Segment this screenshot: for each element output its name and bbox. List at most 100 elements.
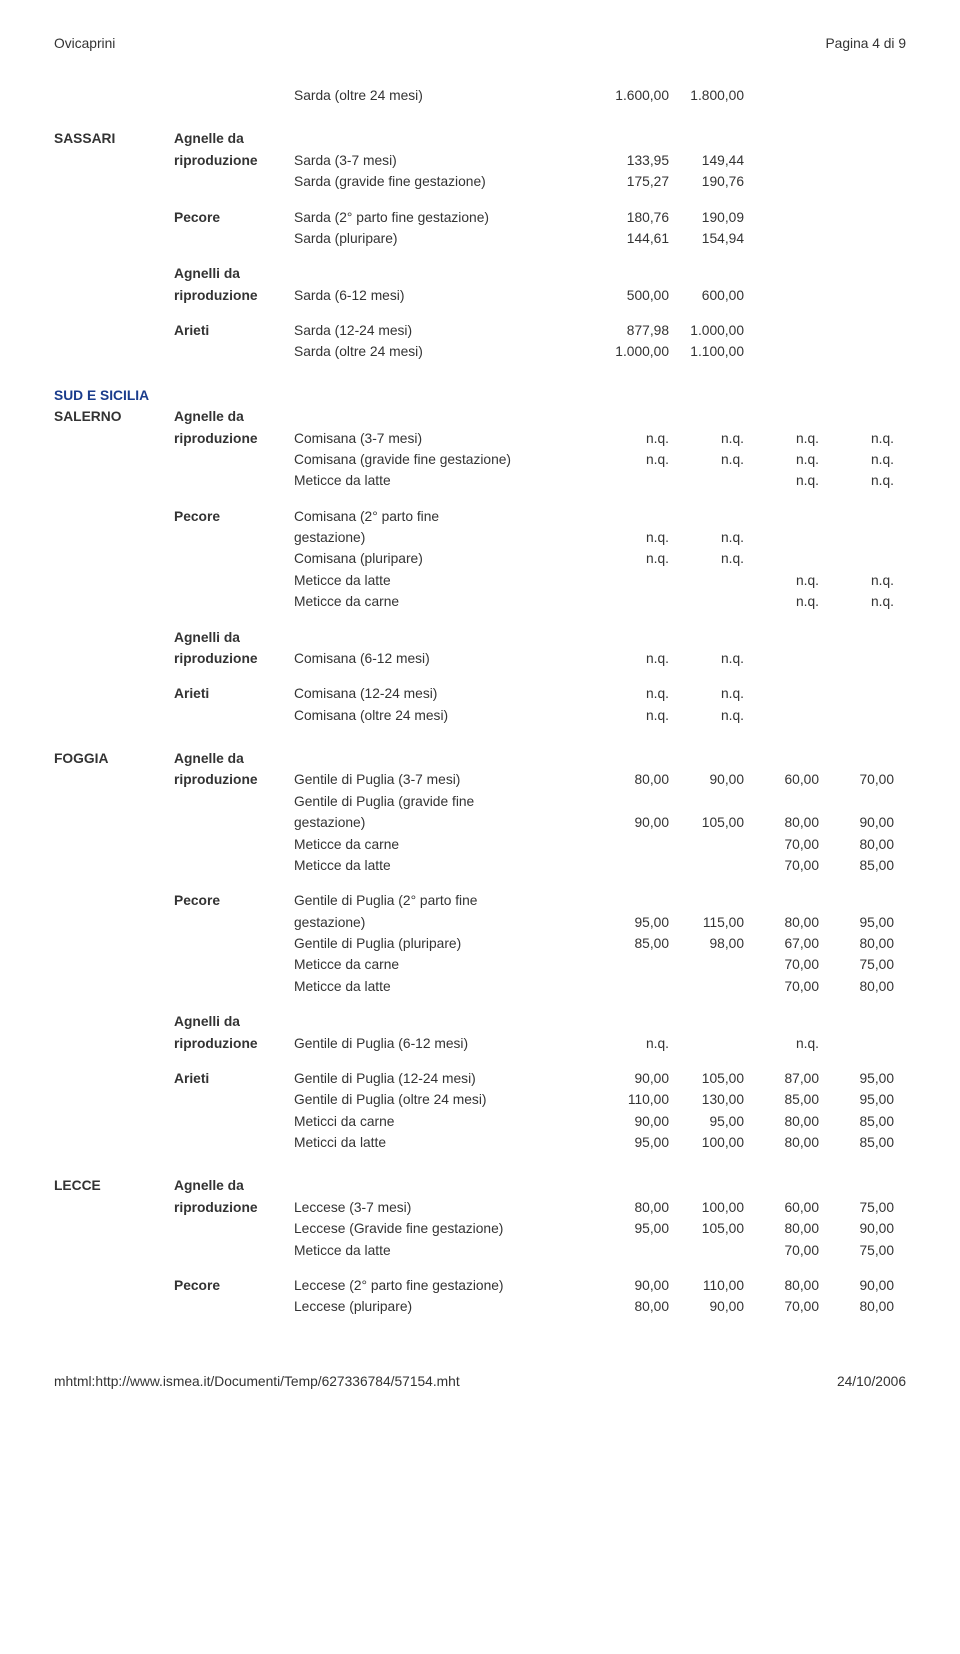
value-cell: 600,00 <box>669 285 744 306</box>
value-cell: 85,00 <box>594 933 669 954</box>
value-cell: n.q. <box>669 428 744 449</box>
category-cell: Arieti <box>174 1068 294 1089</box>
value-cell: 70,00 <box>819 769 894 790</box>
value-cell: n.q. <box>669 683 744 704</box>
footer-date: 24/10/2006 <box>837 1374 906 1389</box>
value-cell: 1.100,00 <box>669 341 744 362</box>
value-cell: n.q. <box>669 449 744 470</box>
table-row: Gentile di Puglia (oltre 24 mesi)110,001… <box>54 1089 906 1110</box>
table-row: SASSARIAgnelle da <box>54 128 906 149</box>
value-cell: 100,00 <box>669 1197 744 1218</box>
value-cell: 75,00 <box>819 1240 894 1261</box>
spacer <box>54 492 906 506</box>
value-cell: 70,00 <box>744 1240 819 1261</box>
table-row: Agnelli da <box>54 1011 906 1032</box>
value-cell: 105,00 <box>669 812 744 833</box>
footer-url: mhtml:http://www.ismea.it/Documenti/Temp… <box>54 1374 460 1389</box>
table-row: SUD E SICILIA <box>54 385 906 406</box>
value-cell: n.q. <box>669 648 744 669</box>
description-cell: Leccese (pluripare) <box>294 1296 594 1317</box>
value-cell: 105,00 <box>669 1218 744 1239</box>
table-row: Comisana (oltre 24 mesi)n.q.n.q. <box>54 705 906 726</box>
value-cell: 95,00 <box>594 1218 669 1239</box>
description-cell: Comisana (12-24 mesi) <box>294 683 594 704</box>
category-cell: Arieti <box>174 320 294 341</box>
value-cell: n.q. <box>594 428 669 449</box>
value-cell: 1.000,00 <box>669 320 744 341</box>
value-cell: 1.800,00 <box>669 85 744 106</box>
value-cell: 90,00 <box>819 812 894 833</box>
value-cell: 75,00 <box>819 1197 894 1218</box>
value-cell: 175,27 <box>594 171 669 192</box>
location-cell: SUD E SICILIA <box>54 385 174 406</box>
value-cell: n.q. <box>594 548 669 569</box>
description-cell: Gentile di Puglia (12-24 mesi) <box>294 1068 594 1089</box>
category-cell: Agnelle da <box>174 406 294 427</box>
description-cell: Meticce da latte <box>294 570 594 591</box>
category-cell: Agnelli da <box>174 1011 294 1032</box>
category-cell: riproduzione <box>174 285 294 306</box>
value-cell: 190,09 <box>669 207 744 228</box>
value-cell: n.q. <box>594 1033 669 1054</box>
table-row: Meticce da latten.q.n.q. <box>54 470 906 491</box>
header-title: Ovicaprini <box>54 36 115 51</box>
table-row: Agnelli da <box>54 627 906 648</box>
location-cell: SASSARI <box>54 128 174 149</box>
value-cell: 95,00 <box>819 1089 894 1110</box>
description-cell: Comisana (3-7 mesi) <box>294 428 594 449</box>
value-cell: 500,00 <box>594 285 669 306</box>
value-cell: 90,00 <box>819 1218 894 1239</box>
table-row: Leccese (pluripare)80,0090,0070,0080,00 <box>54 1296 906 1317</box>
description-cell: Comisana (2° parto fine <box>294 506 594 527</box>
table-row: gestazione)n.q.n.q. <box>54 527 906 548</box>
header-page: Pagina 4 di 9 <box>825 36 906 51</box>
description-cell: Gentile di Puglia (oltre 24 mesi) <box>294 1089 594 1110</box>
description-cell: Sarda (gravide fine gestazione) <box>294 171 594 192</box>
category-cell: Agnelli da <box>174 263 294 284</box>
value-cell: n.q. <box>594 683 669 704</box>
value-cell: 95,00 <box>594 912 669 933</box>
value-cell: n.q. <box>594 705 669 726</box>
spacer <box>54 193 906 207</box>
value-cell: n.q. <box>819 570 894 591</box>
value-cell: 75,00 <box>819 954 894 975</box>
category-cell: riproduzione <box>174 648 294 669</box>
value-cell: 80,00 <box>744 1275 819 1296</box>
location-cell: SALERNO <box>54 406 174 427</box>
value-cell: 1.600,00 <box>594 85 669 106</box>
table-row: Gentile di Puglia (pluripare)85,0098,006… <box>54 933 906 954</box>
category-cell: Agnelle da <box>174 128 294 149</box>
value-cell: 85,00 <box>819 1132 894 1153</box>
table-row: LECCEAgnelle da <box>54 1175 906 1196</box>
description-cell: Gentile di Puglia (pluripare) <box>294 933 594 954</box>
description-cell: Leccese (Gravide fine gestazione) <box>294 1218 594 1239</box>
table-row: Meticci da latte95,00100,0080,0085,00 <box>54 1132 906 1153</box>
value-cell: 80,00 <box>819 933 894 954</box>
description-cell: Sarda (2° parto fine gestazione) <box>294 207 594 228</box>
table-row: ArietiComisana (12-24 mesi)n.q.n.q. <box>54 683 906 704</box>
value-cell: 95,00 <box>819 1068 894 1089</box>
value-cell: n.q. <box>669 527 744 548</box>
value-cell: 80,00 <box>819 1296 894 1317</box>
value-cell: 110,00 <box>594 1089 669 1110</box>
table-row: Leccese (Gravide fine gestazione)95,0010… <box>54 1218 906 1239</box>
value-cell: 144,61 <box>594 228 669 249</box>
description-cell: Meticce da latte <box>294 976 594 997</box>
table-row: PecoreSarda (2° parto fine gestazione)18… <box>54 207 906 228</box>
value-cell: n.q. <box>669 548 744 569</box>
table-row: riproduzioneSarda (3-7 mesi)133,95149,44 <box>54 150 906 171</box>
value-cell: n.q. <box>669 705 744 726</box>
category-cell: riproduzione <box>174 1197 294 1218</box>
value-cell: 133,95 <box>594 150 669 171</box>
value-cell: 80,00 <box>744 912 819 933</box>
category-cell: Agnelle da <box>174 1175 294 1196</box>
table-row: Meticce da latte70,0080,00 <box>54 976 906 997</box>
table-row: PecoreGentile di Puglia (2° parto fine <box>54 890 906 911</box>
table-row: PecoreComisana (2° parto fine <box>54 506 906 527</box>
description-cell: Comisana (pluripare) <box>294 548 594 569</box>
description-cell: Meticce da carne <box>294 954 594 975</box>
table-row: Meticce da latte70,0075,00 <box>54 1240 906 1261</box>
spacer <box>54 363 906 385</box>
value-cell: 85,00 <box>819 1111 894 1132</box>
value-cell: 70,00 <box>744 834 819 855</box>
